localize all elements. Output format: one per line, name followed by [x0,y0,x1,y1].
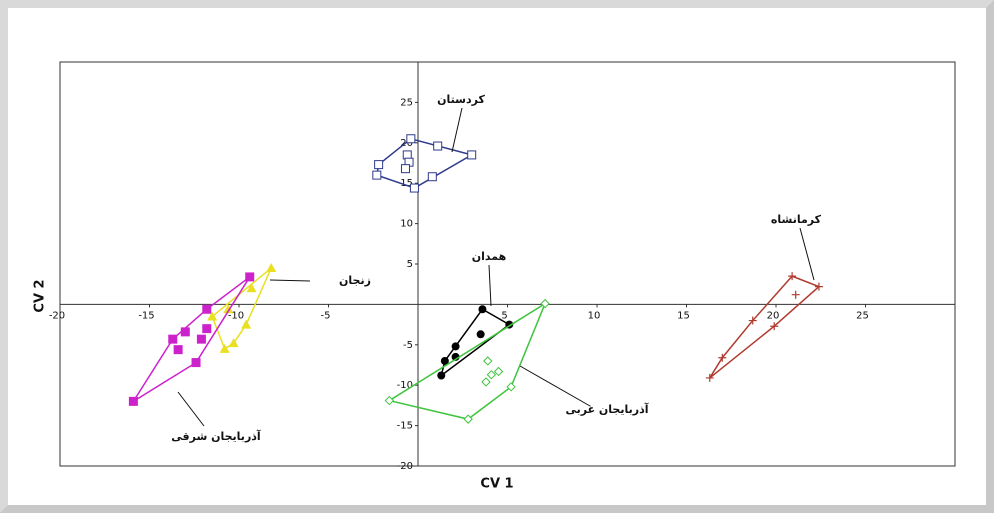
group-label: زنجان [339,274,371,287]
point [168,334,178,344]
point [476,330,485,339]
x-tick-label: -10 [228,310,244,321]
point [478,305,487,314]
leader-line [177,391,205,427]
point [246,283,257,293]
point [481,377,491,387]
point [791,290,800,299]
y-tick-label: 25 [400,97,413,108]
point [266,263,277,273]
point [202,324,212,334]
point [433,141,443,151]
point [196,334,206,344]
point [451,342,460,351]
x-tick-label: -5 [321,310,331,321]
y-tick-label: -10 [397,380,413,391]
point [245,272,255,282]
point [409,183,419,193]
y-axis-title: CV 2 [33,279,48,312]
point [400,164,410,174]
y-tick-label: -15 [397,421,413,432]
x-tick-label: -20 [49,310,65,321]
point [223,304,234,314]
group-label: آذربایجان شرقی [171,429,261,443]
x-tick-label: 25 [856,310,869,321]
y-tick-label: 10 [400,219,413,230]
group-label: کرمانشاه [771,213,822,226]
point [427,172,437,182]
point [705,373,714,382]
point [814,282,823,291]
x-tick-label: -15 [138,310,154,321]
y-tick-label: -5 [403,340,413,351]
group-label: همدان [472,250,507,263]
point [219,343,230,353]
x-tick-label: 15 [677,310,690,321]
point [463,414,473,424]
point [483,356,493,366]
point [384,395,395,406]
point [228,338,239,348]
leader-line [451,107,463,153]
x-tick-label: 5 [501,310,507,321]
x-tick-label: 10 [588,310,601,321]
plot-area [59,61,956,467]
point [770,322,779,331]
leader-line [488,264,492,307]
point [540,298,550,309]
point [486,369,497,380]
leader-line [269,279,311,282]
point [748,316,757,325]
point [440,356,449,365]
x-tick-label: 20 [767,310,780,321]
point [241,319,252,329]
point [788,272,797,281]
leader-line [799,227,815,281]
point [372,170,382,180]
leader-line [519,365,591,407]
group-label: کردستان [437,93,485,106]
point [374,160,384,170]
point [506,382,516,392]
y-tick-label: -20 [397,461,413,472]
x-axis-title: CV 1 [480,477,513,492]
point [467,150,477,160]
point [718,353,727,362]
point [173,345,183,355]
point [493,366,504,377]
y-tick-label: 20 [400,138,413,149]
point [437,371,446,380]
point [207,311,218,321]
point [180,327,190,337]
group-hull [132,276,251,402]
point [191,358,201,368]
point [202,304,212,314]
y-tick-label: 15 [400,178,413,189]
point [128,396,138,406]
y-tick-label: 5 [407,259,413,270]
point [406,134,416,144]
group-hull [211,267,272,350]
group-label: آذربایجان غربی [565,402,648,416]
